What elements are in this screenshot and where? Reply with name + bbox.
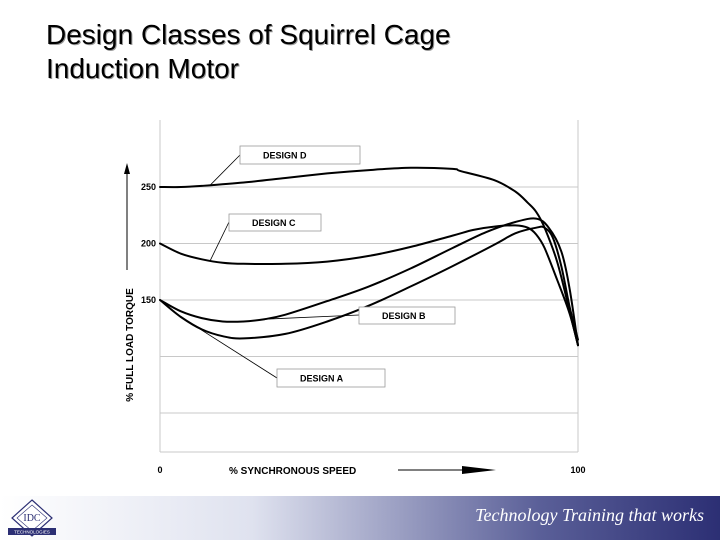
x-tick-label: 100 (570, 465, 585, 475)
series-label-design-a: DESIGN A (300, 374, 344, 384)
curve-design-c (159, 224, 579, 347)
slide-title-line2: Induction Motor (46, 53, 239, 84)
curve-design-d (159, 166, 579, 347)
leader-design-c (209, 221, 230, 261)
y-tick-label: 200 (141, 239, 156, 249)
series-label-design-b: DESIGN B (382, 311, 426, 321)
slide-title: Design Classes of Squirrel Cage Inductio… (46, 18, 646, 86)
leader-design-a (180, 316, 278, 379)
logo-subtext: TECHNOLOGIES (14, 530, 50, 535)
idc-logo-icon: IDC TECHNOLOGIES (8, 499, 56, 537)
x-axis-label: % SYNCHRONOUS SPEED (229, 466, 356, 477)
y-tick-label: 150 (141, 295, 156, 305)
axis-layer: 250 200 150 0 100 % FULL LOAD TORQUE % SYNCHRO… (124, 163, 586, 477)
logo-text: IDC (23, 513, 41, 524)
footer-bar (0, 496, 720, 540)
footer-tagline: Technology Training that works (475, 505, 704, 525)
label-box-design-b (358, 306, 456, 325)
curve-design-b (159, 217, 579, 347)
curve-layer (159, 166, 579, 347)
label-box-design-a (276, 368, 386, 388)
x-axis-arrow-head (462, 466, 496, 474)
y-axis-label: % FULL LOAD TORQUE (125, 288, 136, 402)
curve-design-a (159, 225, 579, 341)
y-axis-arrow-head (124, 163, 130, 174)
series-label-design-d: DESIGN D (263, 151, 307, 161)
x-tick-label: 0 (157, 465, 162, 475)
slide-title-line1: Design Classes of Squirrel Cage (46, 19, 451, 50)
leader-design-d (209, 154, 241, 186)
label-layer: DESIGN D DESIGN C DESIGN B DESIGN A (180, 145, 456, 388)
label-box-design-c (228, 213, 322, 232)
leader-design-b (264, 314, 360, 320)
y-tick-label: 250 (141, 182, 156, 192)
label-box-design-d (239, 145, 361, 165)
series-label-design-c: DESIGN C (252, 218, 296, 228)
